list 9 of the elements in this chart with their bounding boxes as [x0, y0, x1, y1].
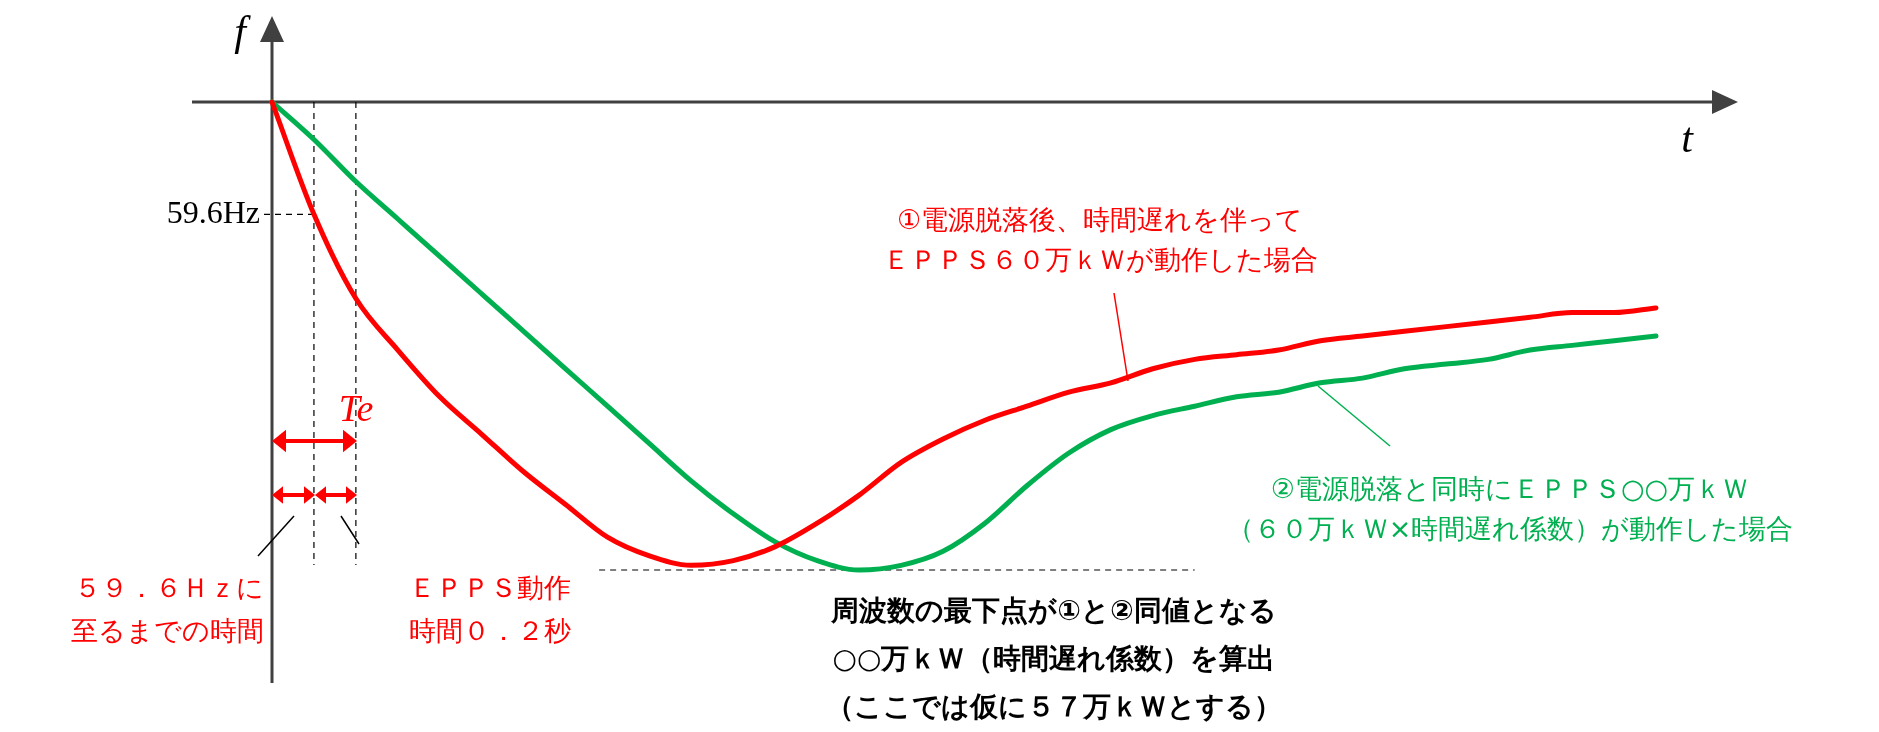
- text: ①電源脱落後、時間遅れを伴ってＥＰＰＳ６０万ｋＷが動作した場合: [882, 204, 1318, 276]
- legend-label: ②電源脱落と同時にＥＰＰＳ○○万ｋＷ（６０万ｋＷ×時間遅れ係数）が動作した場合: [1226, 473, 1794, 545]
- y-axis-title: f: [234, 8, 252, 55]
- ref-line-label: 59.6Hz: [166, 193, 260, 230]
- x-axis-title: t: [1681, 115, 1695, 162]
- annotation: Te: [338, 386, 374, 429]
- text: 周波数の最下点が①と②同値となる○○万ｋＷ（時間遅れ係数）を算出（ここでは仮に５７万ｋＷとする）: [826, 594, 1282, 724]
- text: ＥＰＰＳ動作時間０．２秒: [409, 572, 571, 647]
- text: ５９．６Ｈｚに至るまでの時間: [71, 572, 264, 647]
